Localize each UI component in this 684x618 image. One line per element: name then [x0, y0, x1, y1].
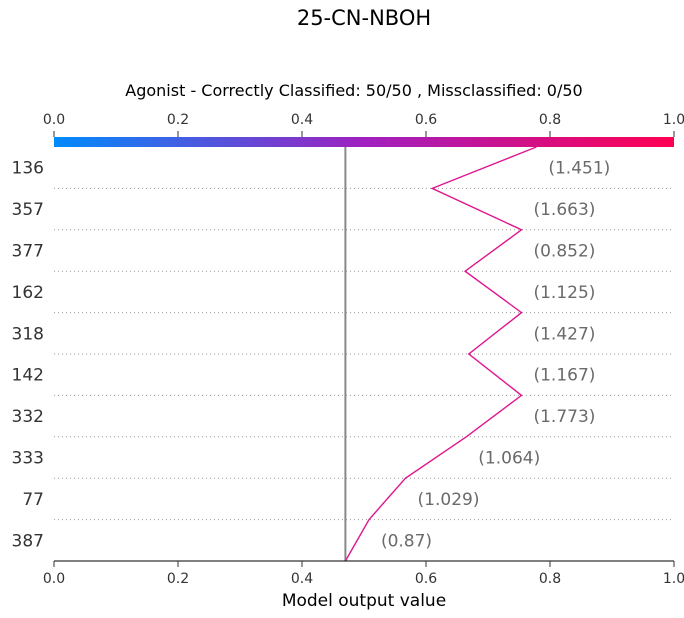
x-axis-label: Model output value — [282, 591, 446, 611]
feature-label: 142 — [12, 366, 44, 386]
bottom-tick-label: 0.0 — [43, 571, 65, 587]
feature-label: 332 — [12, 407, 44, 427]
feature-value-label: (1.663) — [533, 200, 595, 220]
feature-label: 136 — [12, 159, 44, 179]
chart-title: 25-CN-NBOH — [297, 6, 431, 30]
row-grid — [54, 187, 674, 521]
colorbar — [54, 137, 674, 147]
feature-value-label: (0.87) — [381, 531, 432, 551]
feature-value-label: (1.427) — [533, 324, 595, 344]
feature-value-label: (1.064) — [478, 449, 540, 469]
top-tick-label: 1.0 — [663, 112, 684, 128]
bottom-tick-label: 0.8 — [539, 571, 561, 587]
feature-value-label: (1.029) — [418, 490, 480, 510]
feature-label: 77 — [22, 490, 44, 510]
feature-label: 318 — [12, 324, 44, 344]
bottom-tick-label: 0.2 — [167, 571, 189, 587]
feature-label: 357 — [12, 200, 44, 220]
feature-value-label: (1.773) — [533, 407, 595, 427]
top-tick-label: 0.2 — [167, 112, 189, 128]
bottom-tick-label: 0.4 — [291, 571, 313, 587]
feature-label: 333 — [12, 449, 44, 469]
feature-value-label: (1.167) — [533, 366, 595, 386]
bottom-axis: 0.0 0.2 0.4 0.6 0.8 1.0 — [43, 561, 684, 587]
bottom-tick-label: 0.6 — [415, 571, 437, 587]
feature-value-label: (1.125) — [533, 283, 595, 303]
feature-label: 387 — [12, 531, 44, 551]
feature-value-labels: (1.451) (1.663) (0.852) (1.125) (1.427) (1.16… — [381, 159, 610, 552]
top-tick-label: 0.4 — [291, 112, 313, 128]
top-axis: 0.0 0.2 0.4 0.6 0.8 1.0 — [43, 112, 684, 137]
feature-label: 162 — [12, 283, 44, 303]
top-tick-label: 0.8 — [539, 112, 561, 128]
bottom-tick-label: 1.0 — [663, 571, 684, 587]
chart-subtitle: Agonist - Correctly Classified: 50/50 , … — [125, 81, 582, 100]
feature-value-label: (0.852) — [533, 242, 595, 262]
feature-value-label: (1.451) — [548, 159, 610, 179]
top-tick-label: 0.0 — [43, 112, 65, 128]
top-tick-label: 0.6 — [415, 112, 437, 128]
feature-label: 377 — [12, 242, 44, 262]
feature-labels: 136 357 377 162 318 142 332 333 77 387 — [12, 159, 44, 552]
decision-path-line — [344, 146, 537, 562]
